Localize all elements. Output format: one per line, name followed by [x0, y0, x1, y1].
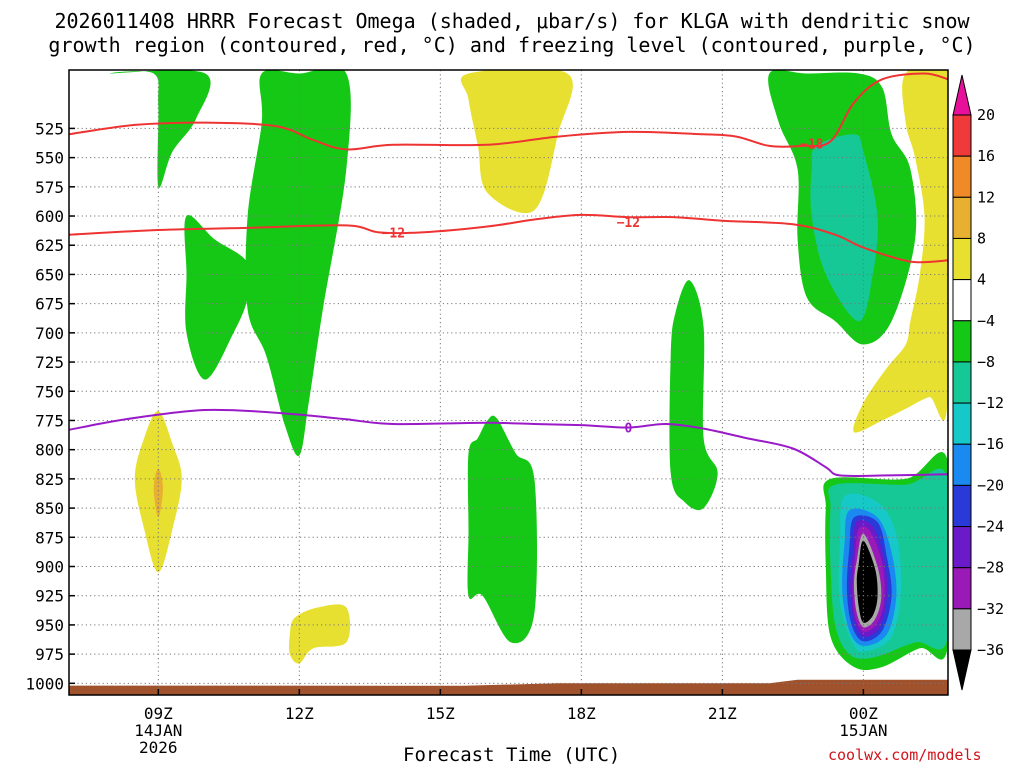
y-tick-label: 900: [35, 557, 64, 576]
x-tick-date: 14JAN: [134, 721, 182, 740]
y-tick-label: 850: [35, 499, 64, 518]
colorbar-label: −8: [977, 353, 995, 371]
colorbar-swatch: [952, 608, 972, 651]
terrain-strip: [69, 679, 948, 695]
y-tick-label: 725: [35, 353, 64, 372]
y-tick-label: 875: [35, 528, 64, 547]
colorbar-swatch: [952, 567, 972, 610]
colorbar-label: 8: [977, 229, 986, 247]
colorbar-label: −4: [977, 312, 995, 330]
x-tick-label: 00Z: [849, 704, 878, 723]
y-tick-label: 600: [35, 207, 64, 226]
x-tick-label: 15Z: [426, 704, 455, 723]
contour-layer: −18 −12 −12 0: [69, 72, 948, 478]
contour-dgz-minus18: [69, 72, 948, 151]
y-tick-label: 800: [35, 441, 64, 460]
x-tick-label: 12Z: [285, 704, 314, 723]
y-tick-label: 650: [35, 265, 64, 284]
colorbar-swatch: [952, 279, 972, 322]
colorbar-swatch: [952, 114, 972, 157]
omega-region-yellow-bottom-12z: [289, 604, 351, 664]
contour-label-dgz-minus12: −12: [382, 226, 405, 241]
omega-region-green-column-12z: [245, 70, 351, 457]
omega-region-green-upper-left: [110, 70, 211, 189]
grid-layer: [69, 70, 948, 695]
x-axis-label: Forecast Time (UTC): [403, 744, 621, 766]
contour-freezing-level: [69, 408, 948, 478]
plot-frame: [68, 69, 949, 696]
omega-region-green-lower-mid: [467, 415, 538, 644]
y-axis: 525 550 575 600 625 650 675 700 725 750 775 800 825 8…: [25, 119, 75, 693]
colorbar-top-arrow: [952, 74, 972, 116]
colorbar-label: −32: [977, 600, 1004, 618]
y-tick-label: 550: [35, 149, 64, 168]
y-tick-label: 575: [35, 178, 64, 197]
colorbar-label: −24: [977, 518, 1004, 536]
chart-title-line-1: 2026011408 HRRR Forecast Omega (shaded, …: [54, 9, 970, 33]
omega-region-yellow-right-edge: [853, 70, 948, 433]
colorbar-label: 16: [977, 147, 995, 165]
y-tick-label: 1000: [25, 674, 64, 693]
credit-text: coolwx.com/models: [828, 746, 982, 764]
colorbar-label: −12: [977, 394, 1004, 412]
y-tick-label: 700: [35, 324, 64, 343]
y-tick-label: 675: [35, 295, 64, 314]
colorbar: 20 16 12 8 4 −4 −8 −12 −16 −20 −24 −28 −32 −36: [952, 74, 1004, 691]
y-tick-label: 525: [35, 119, 64, 138]
omega-region-green-left-mid: [184, 215, 251, 380]
y-tick-label: 825: [35, 470, 64, 489]
contour-label-freezing-level: 0: [624, 421, 632, 436]
contour-label-dgz-minus12-label2: −12: [617, 216, 640, 231]
y-tick-label: 925: [35, 587, 64, 606]
colorbar-bottom-arrow: [952, 649, 972, 691]
contour-label-dgz-minus18: −18: [800, 138, 824, 153]
omega-region-black-bottom-right: [856, 540, 878, 623]
colorbar-label: 4: [977, 271, 986, 289]
colorbar-label: 12: [977, 188, 995, 206]
omega-region-yellow-upper-center: [460, 70, 573, 214]
chart-title-line-2: growth region (contoured, red, °C) and f…: [48, 33, 976, 57]
y-tick-label: 775: [35, 411, 64, 430]
colorbar-swatch: [952, 237, 972, 281]
omega-region-green-right-mid: [669, 280, 718, 511]
x-tick-label: 21Z: [708, 704, 737, 723]
y-tick-label: 950: [35, 616, 64, 635]
colorbar-label: −20: [977, 476, 1004, 494]
x-tick-year: 2026: [139, 738, 178, 757]
omega-region-teal-upper-right: [810, 134, 878, 322]
y-tick-label: 750: [35, 382, 64, 401]
colorbar-swatch: [952, 196, 972, 239]
omega-shaded-layer: [69, 70, 948, 695]
colorbar-swatch: [952, 443, 972, 486]
colorbar-label: −36: [977, 641, 1004, 659]
x-tick-date: 15JAN: [839, 721, 887, 740]
x-tick-label: 18Z: [567, 704, 596, 723]
colorbar-label: −28: [977, 559, 1004, 577]
y-tick-label: 625: [35, 236, 64, 255]
colorbar-label: 20: [977, 106, 995, 124]
colorbar-swatch: [952, 155, 972, 198]
colorbar-swatch: [952, 361, 972, 404]
contour-dgz-minus12: [69, 213, 948, 264]
colorbar-swatch: [952, 526, 972, 569]
colorbar-swatch: [952, 484, 972, 528]
colorbar-swatch: [952, 320, 972, 363]
omega-region-orange-left-low: [153, 468, 163, 518]
x-tick-label: 09Z: [144, 704, 173, 723]
colorbar-label: −16: [977, 435, 1004, 453]
y-tick-label: 975: [35, 645, 64, 664]
colorbar-swatch: [952, 402, 972, 445]
